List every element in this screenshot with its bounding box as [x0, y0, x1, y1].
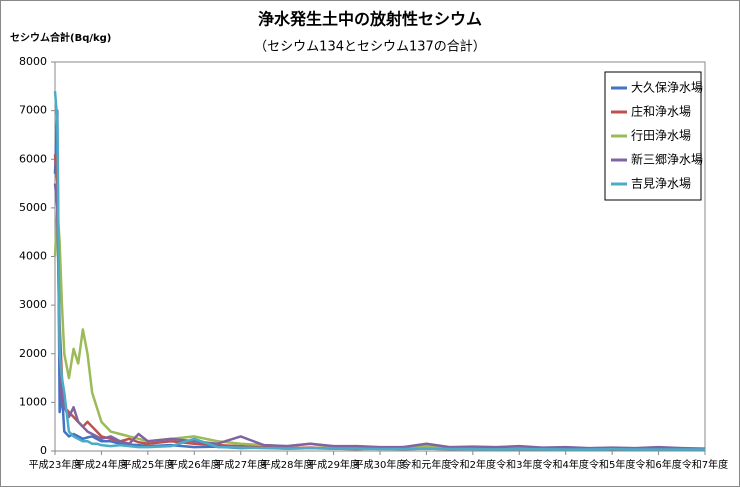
x-tick-label: 令和5年度 [589, 458, 635, 471]
x-tick-label: 平成25年度 [121, 458, 174, 471]
series-line [53, 91, 705, 451]
x-tick-label: 令和2年度 [450, 458, 496, 471]
y-tick-label: 5000 [19, 201, 47, 214]
x-tick-label: 令和元年度 [401, 458, 451, 471]
legend-label: 庄和浄水場 [631, 104, 691, 119]
y-tick-label: 7000 [19, 104, 47, 117]
x-tick-label: 平成24年度 [75, 458, 128, 471]
x-tick-label: 令和3年度 [496, 458, 542, 471]
legend-label: 吉見浄水場 [631, 177, 691, 191]
y-tick-label: 1000 [19, 395, 47, 408]
x-tick-label: 平成27年度 [214, 458, 267, 471]
y-tick-label: 2000 [19, 347, 47, 360]
y-tick-label: 8000 [19, 55, 47, 68]
legend-label: 行田浄水場 [631, 129, 691, 143]
x-tick-label: 令和4年度 [543, 458, 589, 471]
legend-label: 新三郷浄水場 [631, 152, 703, 167]
y-tick-label: 6000 [19, 152, 47, 165]
x-tick-label: 平成26年度 [168, 458, 221, 471]
x-tick-label: 平成30年度 [354, 458, 407, 471]
x-tick-label: 平成28年度 [261, 458, 314, 471]
x-tick-label: 平成23年度 [29, 458, 82, 471]
y-tick-label: 0 [40, 444, 47, 457]
chart-title: 浄水発生土中の放射性セシウム [258, 10, 482, 29]
chart-subtitle: （セシウム134とセシウム137の合計） [254, 39, 486, 55]
legend-label: 大久保浄水場 [631, 81, 703, 95]
x-tick-label: 令和7年度 [682, 458, 728, 471]
y-axis-label: セシウム合計(Bq/kg) [10, 31, 111, 44]
y-tick-label: 3000 [19, 298, 47, 311]
y-tick-label: 4000 [19, 250, 47, 263]
series-line [53, 183, 706, 450]
legend-box [604, 71, 702, 201]
x-tick-label: 平成29年度 [307, 458, 360, 471]
x-tick-label: 令和6年度 [635, 458, 681, 471]
